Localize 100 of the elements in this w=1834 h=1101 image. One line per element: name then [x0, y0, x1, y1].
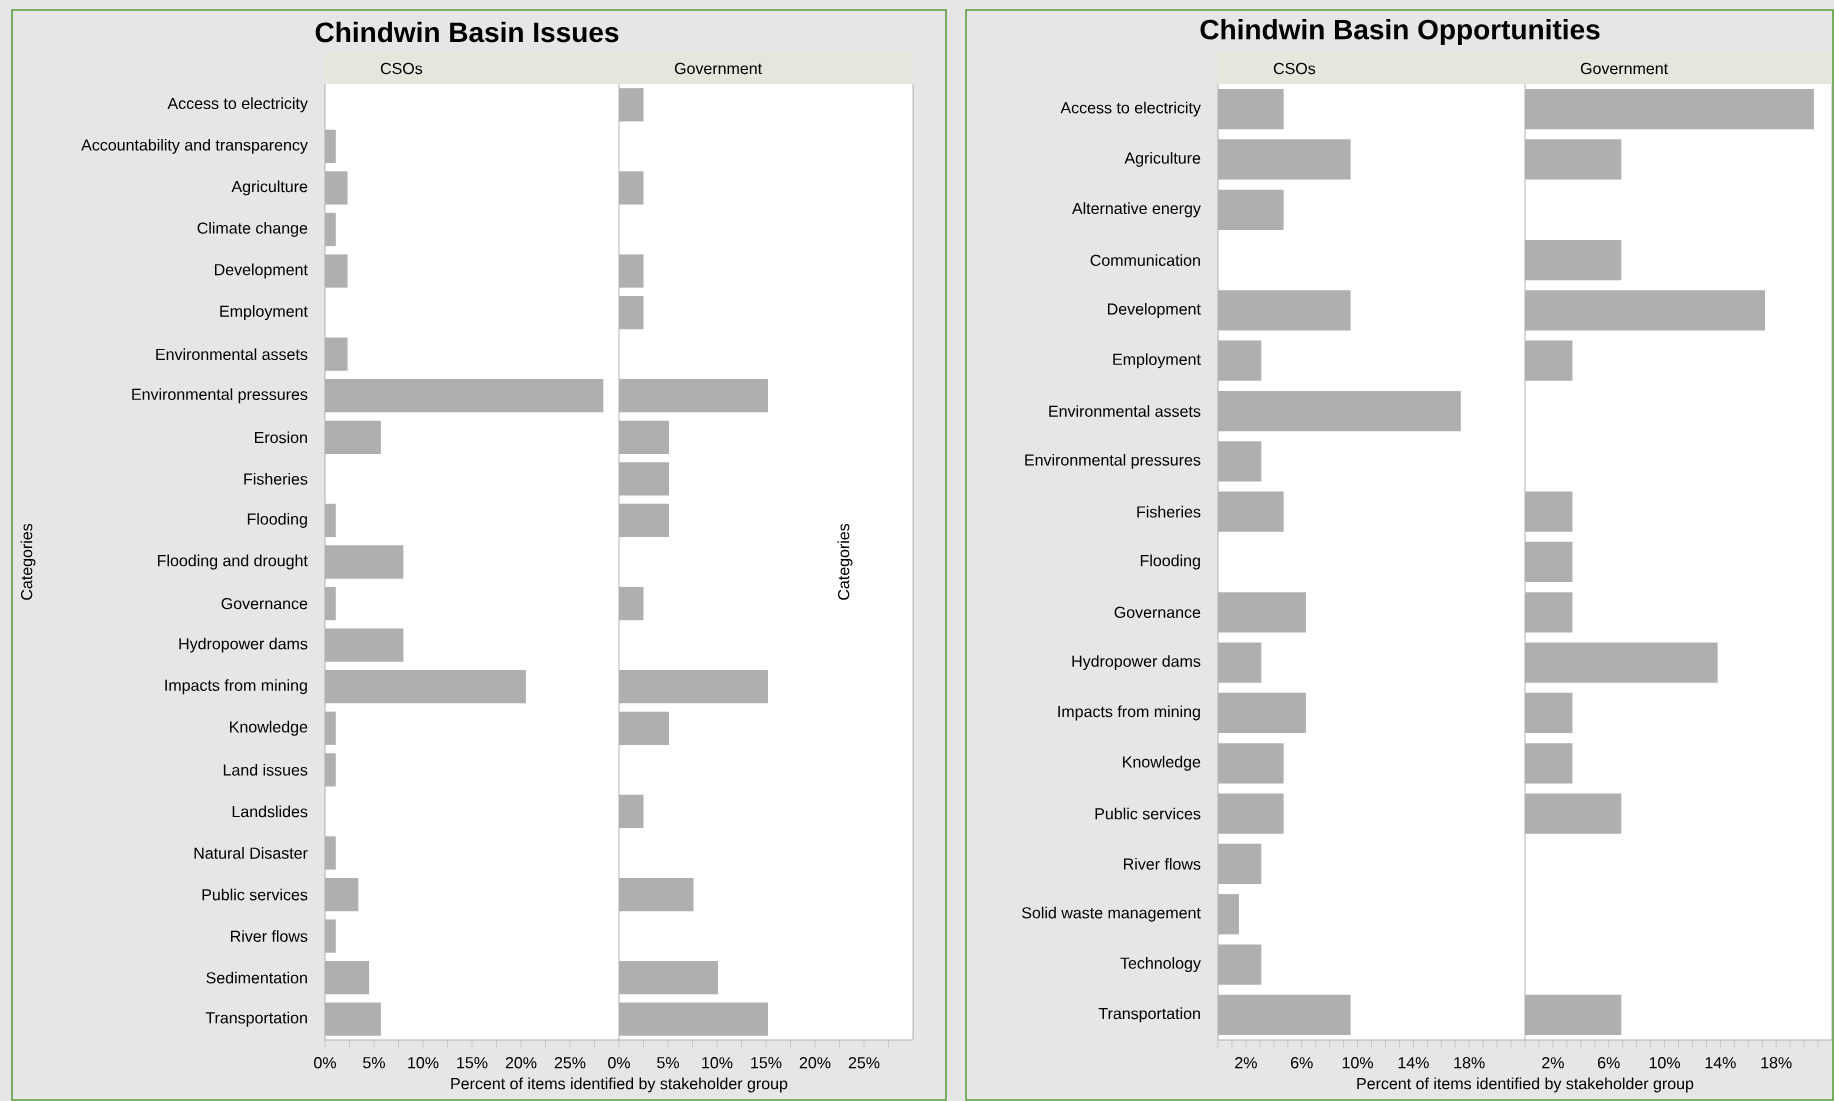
- y-tick-label: Transportation: [205, 1011, 307, 1027]
- bar: [619, 670, 768, 704]
- bar: [325, 628, 404, 662]
- bar: [619, 877, 694, 912]
- y-tick-label: Development: [1107, 302, 1201, 318]
- x-tick-label: 15%: [457, 1057, 488, 1069]
- x-tick-label: 10%: [408, 1057, 439, 1069]
- x-axis-title: Percent of items identified by stakeholder group: [451, 1077, 788, 1093]
- y-tick-label: Communication: [1090, 254, 1200, 266]
- bar: [1218, 139, 1351, 180]
- bar: [1218, 743, 1284, 784]
- y-tick-label: Alternative energy: [1072, 202, 1201, 218]
- y-tick-label: Environmental pressures: [132, 388, 308, 404]
- x-tick-label: 5%: [657, 1057, 679, 1069]
- y-tick-label: Accountability and transparency: [81, 138, 308, 154]
- y-tick-label: Land issues: [223, 763, 308, 776]
- bar: [1218, 340, 1262, 381]
- y-tick-label: Environmental assets: [156, 348, 308, 361]
- bar: [619, 462, 669, 496]
- text: Government: [674, 62, 762, 75]
- bar: [1218, 592, 1306, 633]
- bar: [1218, 441, 1262, 482]
- y-tick-label: Landslides: [232, 805, 308, 818]
- bar: [1525, 139, 1622, 180]
- bar: [1525, 592, 1573, 633]
- bar: [619, 961, 718, 995]
- x-tick-label: 6%: [1598, 1057, 1620, 1069]
- bar: [1218, 642, 1262, 683]
- bar: [325, 337, 348, 371]
- y-tick-label: Sedimentation: [206, 971, 307, 984]
- bar: [619, 88, 644, 122]
- bar: [325, 1002, 381, 1036]
- y-tick-label: Agriculture: [1124, 152, 1201, 167]
- bar: [1218, 390, 1461, 432]
- x-tick-label: 18%: [1761, 1057, 1792, 1069]
- x-tick-label: 2%: [1235, 1057, 1257, 1069]
- bar: [325, 420, 381, 454]
- bar: [1525, 793, 1622, 834]
- bar: [1525, 743, 1573, 784]
- bar: [1525, 290, 1766, 331]
- x-tick-label: 0%: [314, 1057, 336, 1069]
- bar: [325, 586, 336, 621]
- x-tick-label: 0%: [608, 1057, 630, 1069]
- bar: [1525, 541, 1573, 583]
- y-tick-label: Access to electricity: [167, 97, 308, 113]
- y-tick-label: Development: [214, 263, 308, 279]
- y-tick-label: Hydropower dams: [1072, 655, 1201, 671]
- y-tick-label: Flooding: [1140, 554, 1200, 570]
- bar: [1525, 994, 1622, 1035]
- bar: [1218, 89, 1284, 130]
- bar: [1218, 189, 1284, 230]
- bar: [325, 212, 336, 247]
- y-tick-label: Natural Disaster: [194, 847, 308, 859]
- x-axis-title: Percent of items identified by stakeholder group: [1357, 1077, 1694, 1093]
- bar: [1218, 944, 1262, 985]
- y-tick-label: Knowledge: [1123, 755, 1201, 771]
- bar: [325, 919, 336, 953]
- y-tick-label: Technology: [1120, 957, 1201, 972]
- y-tick-label: Flooding: [247, 512, 307, 528]
- bar: [1525, 692, 1573, 734]
- bar: [325, 670, 526, 704]
- y-tick-label: Solid waste management: [1022, 906, 1201, 922]
- bar: [1218, 994, 1351, 1035]
- bar: [1218, 843, 1262, 885]
- x-tick-label: 14%: [1398, 1057, 1429, 1069]
- bar: [1525, 89, 1814, 130]
- y-tick-label: Flooding and drought: [158, 554, 308, 570]
- x-tick-label: 15%: [751, 1057, 782, 1069]
- bar: [325, 753, 336, 787]
- bar: [325, 877, 359, 912]
- x-tick-label: 10%: [702, 1057, 733, 1069]
- x-tick-label: 25%: [554, 1057, 586, 1069]
- x-tick-label: 20%: [799, 1057, 831, 1069]
- bar: [619, 254, 644, 288]
- bar: [619, 794, 644, 829]
- y-tick-label: Employment: [220, 305, 308, 321]
- x-tick-label: 10%: [1342, 1057, 1373, 1069]
- bar: [325, 503, 336, 538]
- y-tick-label: Environmental pressures: [1025, 453, 1201, 469]
- y-tick-label: Fisheries: [244, 472, 308, 485]
- y-tick-label: Governance: [1114, 606, 1201, 618]
- bar: [325, 379, 604, 413]
- bar: [325, 171, 348, 205]
- y-axis-title: Categories: [837, 523, 853, 600]
- bar: [325, 545, 404, 579]
- series-label: CSOs: [1273, 62, 1316, 75]
- bar: [619, 295, 644, 330]
- x-tick-label: 2%: [1542, 1057, 1564, 1069]
- x-tick-label: 10%: [1649, 1057, 1680, 1069]
- y-tick-label: Employment: [1113, 353, 1201, 369]
- bar: [325, 129, 336, 163]
- x-tick-label: 6%: [1290, 1057, 1313, 1069]
- y-tick-label: Environmental assets: [1049, 405, 1201, 417]
- bar: [1525, 491, 1573, 532]
- bar: [619, 1002, 768, 1036]
- x-tick-label: 14%: [1705, 1057, 1736, 1069]
- bar: [325, 961, 370, 995]
- bar: [1218, 491, 1284, 532]
- y-tick-label: Transportation: [1098, 1007, 1200, 1023]
- y-axis-title: Categories: [20, 523, 36, 600]
